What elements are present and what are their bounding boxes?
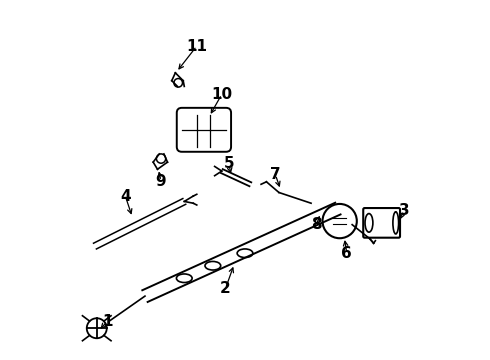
Text: 5: 5 [223, 157, 234, 171]
Text: 6: 6 [342, 246, 352, 261]
Text: 9: 9 [156, 174, 167, 189]
Text: 7: 7 [270, 167, 281, 182]
Text: 11: 11 [186, 39, 207, 54]
Text: 4: 4 [120, 189, 131, 203]
Text: 2: 2 [220, 282, 231, 296]
Text: 1: 1 [102, 314, 113, 329]
Text: 8: 8 [311, 217, 322, 232]
Text: 10: 10 [211, 87, 232, 102]
Text: 3: 3 [399, 203, 409, 218]
